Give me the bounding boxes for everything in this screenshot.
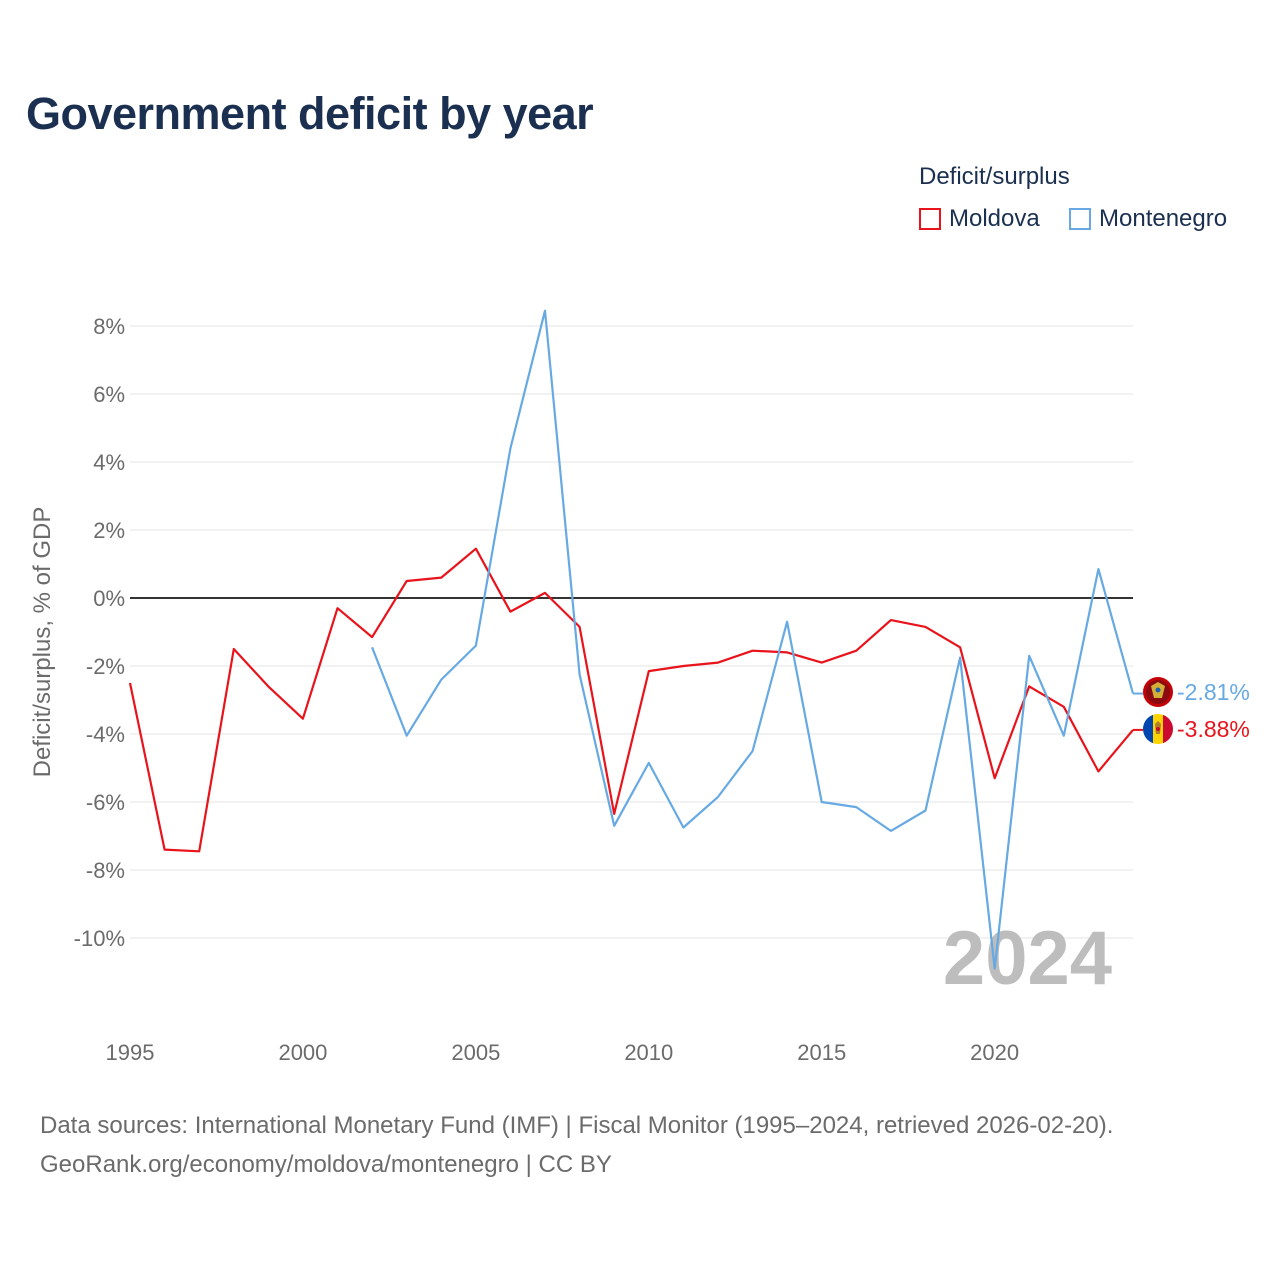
legend-item-moldova[interactable]: Moldova — [919, 205, 1040, 233]
legend-item-montenegro[interactable]: Montenegro — [1069, 205, 1227, 233]
series-line-montenegro[interactable] — [371, 309, 1135, 970]
legend-label-moldova: Moldova — [949, 205, 1040, 232]
x-axis-ticks: 1995 2000 2005 2010 2015 2020 — [106, 1040, 1020, 1065]
moldova-flag-icon — [1143, 714, 1173, 744]
x-tick-label: 1995 — [106, 1040, 155, 1065]
footer-sources: Data sources: International Monetary Fun… — [40, 1112, 1114, 1139]
y-axis-label: Deficit/surplus, % of GDP — [29, 507, 56, 778]
y-axis-ticks: 8% 6% 4% 2% 0% -2% -4% -6% -8% -10% — [74, 314, 125, 951]
chart-title: Government deficit by year — [26, 88, 594, 139]
y-tick-label: -2% — [86, 654, 125, 679]
legend-swatch-moldova — [919, 208, 941, 230]
gridlines — [130, 325, 1133, 939]
end-label-montenegro: -2.81% — [1177, 679, 1250, 705]
y-tick-label: -6% — [86, 790, 125, 815]
y-tick-label: 8% — [93, 314, 125, 339]
y-tick-label: 6% — [93, 382, 125, 407]
line-chart: 8% 6% 4% 2% 0% -2% -4% -6% -8% -10% 1995 2000 2005 2… — [29, 309, 1250, 1065]
legend-label-montenegro: Montenegro — [1099, 205, 1228, 232]
x-tick-label: 2010 — [624, 1040, 673, 1065]
x-tick-label: 2005 — [451, 1040, 500, 1065]
x-tick-label: 2000 — [278, 1040, 327, 1065]
y-tick-label: -8% — [86, 858, 125, 883]
footer-attribution[interactable]: GeoRank.org/economy/moldova/montenegro |… — [40, 1151, 612, 1178]
footer: Data sources: International Monetary Fun… — [40, 1106, 1113, 1184]
end-label-moldova: -3.88% — [1177, 716, 1250, 742]
year-watermark: 2024 — [943, 916, 1112, 1001]
montenegro-flag-icon — [1143, 677, 1173, 707]
legend-title: Deficit/surplus — [919, 163, 1070, 190]
y-tick-label: 2% — [93, 518, 125, 543]
series-line-moldova[interactable] — [128, 547, 1134, 853]
y-tick-label: -4% — [86, 722, 125, 747]
x-tick-label: 2020 — [970, 1040, 1019, 1065]
y-tick-label: -10% — [74, 926, 125, 951]
y-tick-label: 4% — [93, 450, 125, 475]
y-tick-label: 0% — [93, 586, 125, 611]
legend-swatch-montenegro — [1069, 208, 1091, 230]
x-tick-label: 2015 — [797, 1040, 846, 1065]
series-lines — [128, 309, 1143, 970]
